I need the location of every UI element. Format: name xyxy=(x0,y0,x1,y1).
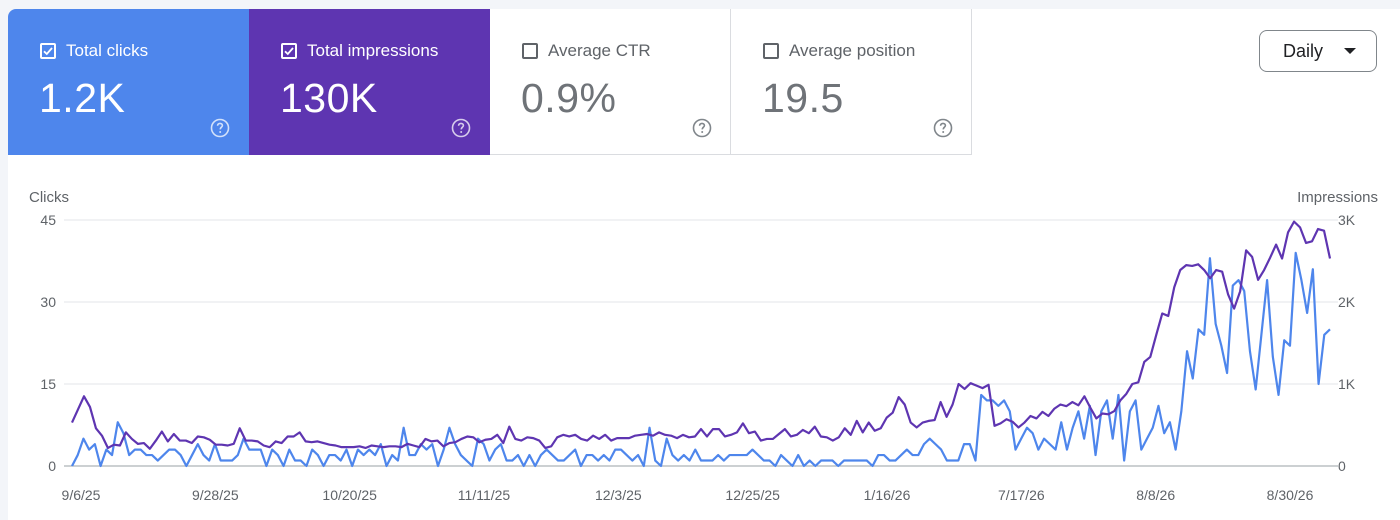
metric-cards: Total clicks 1.2K Total impressions 130K… xyxy=(8,9,972,155)
performance-chart: 45 30 15 0 3K 2K 1K 0 9/6/25 9/28/25 10/20/25 11/… xyxy=(29,189,1378,503)
metric-card-total-impressions[interactable]: Total impressions 130K xyxy=(249,9,490,155)
help-icon[interactable] xyxy=(692,118,712,138)
granularity-label: Daily xyxy=(1283,41,1324,61)
metric-label: Average position xyxy=(789,41,916,60)
help-icon[interactable] xyxy=(210,118,230,138)
x-tick-label: 12/25/25 xyxy=(725,487,780,503)
x-tick-label: 8/30/26 xyxy=(1267,487,1314,503)
x-tick-label: 9/6/25 xyxy=(62,487,101,503)
metric-label: Average CTR xyxy=(548,41,651,60)
x-tick-label: 9/28/25 xyxy=(192,487,239,503)
metric-card-total-clicks[interactable]: Total clicks 1.2K xyxy=(8,9,249,155)
series-line-impressions xyxy=(70,220,1332,450)
left-axis-title: Clicks xyxy=(29,189,69,206)
help-icon[interactable] xyxy=(451,118,471,138)
metric-label: Total clicks xyxy=(66,41,149,60)
metric-value: 19.5 xyxy=(762,75,844,121)
dropdown-caret-icon xyxy=(1344,48,1356,54)
right-tick-label: 1K xyxy=(1338,376,1356,392)
metric-value: 1.2K xyxy=(39,75,126,121)
checkbox-checked-icon[interactable] xyxy=(281,43,297,59)
x-tick-label: 8/8/26 xyxy=(1136,487,1175,503)
left-tick-label: 15 xyxy=(40,376,56,392)
left-tick-label: 45 xyxy=(40,212,56,228)
x-tick-label: 1/16/26 xyxy=(864,487,911,503)
x-tick-label: 10/20/25 xyxy=(322,487,377,503)
checkbox-checked-icon[interactable] xyxy=(40,43,56,59)
x-tick-label: 7/17/26 xyxy=(998,487,1045,503)
metric-label: Total impressions xyxy=(307,41,439,60)
checkbox-unchecked-icon[interactable] xyxy=(763,43,779,59)
metric-card-average-ctr[interactable]: Average CTR 0.9% xyxy=(490,9,731,155)
metric-value: 130K xyxy=(280,75,378,121)
right-tick-label: 2K xyxy=(1338,294,1356,310)
left-tick-label: 0 xyxy=(48,458,56,474)
metric-value: 0.9% xyxy=(521,75,617,121)
checkbox-unchecked-icon[interactable] xyxy=(522,43,538,59)
left-tick-label: 30 xyxy=(40,294,56,310)
right-tick-label: 3K xyxy=(1338,212,1356,228)
right-axis-title: Impressions xyxy=(1297,189,1378,206)
x-tick-label: 12/3/25 xyxy=(595,487,642,503)
x-tick-label: 11/11/25 xyxy=(458,487,511,503)
series-line-clicks xyxy=(71,251,1331,468)
performance-panel: Total clicks 1.2K Total impressions 130K… xyxy=(8,9,1400,520)
right-tick-label: 0 xyxy=(1338,458,1346,474)
metric-card-average-position[interactable]: Average position 19.5 xyxy=(731,9,972,155)
help-icon[interactable] xyxy=(933,118,953,138)
granularity-dropdown[interactable]: Daily xyxy=(1259,30,1377,72)
